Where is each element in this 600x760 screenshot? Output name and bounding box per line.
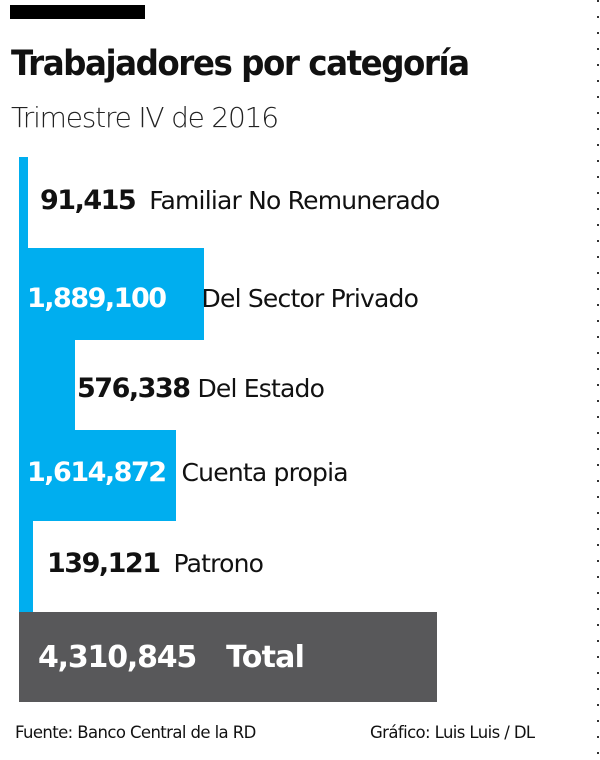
chart-title: Trabajadores por categoría — [11, 44, 470, 84]
row-del-estado: 576,338 Del Estado — [77, 368, 325, 408]
row-value: 91,415 — [40, 184, 137, 216]
row-label: Cuenta propia — [181, 457, 349, 487]
bar-sector-privado — [19, 248, 204, 340]
page-edge-dotted-line — [597, 0, 599, 760]
row-value: 139,121 — [47, 547, 161, 579]
row-familiar-no-remunerado: 91,415 Familiar No Remunerado — [40, 180, 440, 220]
source-note: Fuente: Banco Central de la RD — [15, 723, 256, 742]
header-accent-bar — [10, 5, 145, 19]
bar-patrono — [19, 521, 33, 612]
row-label: Familiar No Remunerado — [149, 185, 440, 215]
row-label: Patrono — [173, 548, 264, 578]
row-value: 576,338 — [77, 372, 191, 404]
total-row: 4,310,845 Total — [38, 612, 305, 702]
bar-cuenta-propia — [19, 430, 176, 521]
row-value: 1,614,872 — [27, 456, 167, 488]
total-box — [19, 612, 437, 702]
row-value: 1,889,100 — [27, 282, 167, 314]
total-value: 4,310,845 — [38, 639, 197, 675]
bar-familiar-no-remunerado — [19, 157, 28, 248]
row-label: Del Sector Privado — [201, 283, 419, 313]
row-cuenta-propia: 1,614,872 Cuenta propia — [27, 452, 349, 492]
credit-note: Gráfico: Luis Luis / DL — [370, 723, 535, 742]
row-patrono: 139,121 Patrono — [47, 543, 264, 583]
row-sector-privado: 1,889,100 Del Sector Privado — [27, 278, 419, 318]
total-label: Total — [226, 639, 305, 675]
row-label: Del Estado — [197, 373, 325, 403]
bar-del-estado — [19, 340, 75, 430]
chart-subtitle: Trimestre IV de 2016 — [11, 101, 279, 134]
